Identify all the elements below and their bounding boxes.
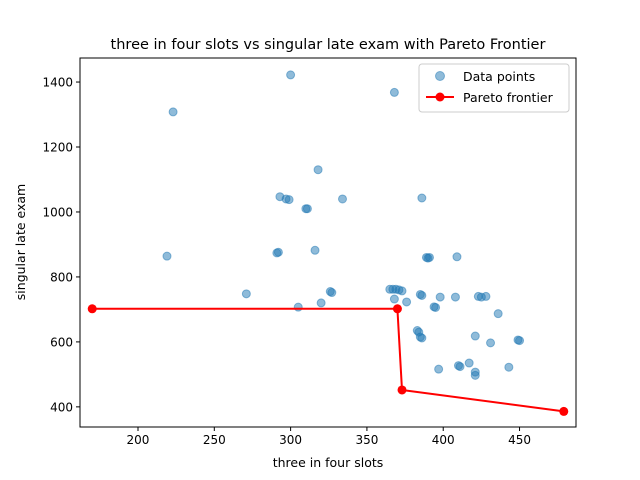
pareto-frontier-point [397, 385, 407, 395]
scatter-point [470, 370, 480, 380]
scatter-point [417, 290, 427, 300]
scatter-point [504, 362, 514, 372]
pareto-frontier-line [92, 307, 564, 413]
scatter-point [402, 297, 412, 307]
x-axis: 200 250 300 350 400 450 [127, 427, 531, 447]
scatter-point [431, 302, 441, 312]
y-tick-label: 1000 [42, 205, 73, 219]
pareto-frontier-point [87, 304, 97, 314]
scatter-point [417, 193, 427, 203]
scatter-point [168, 107, 178, 117]
scatter-point [435, 292, 445, 302]
scatter-point [286, 70, 296, 80]
y-tick-label: 1200 [42, 141, 73, 155]
x-tick-label: 250 [203, 433, 226, 447]
scatter-point [455, 362, 465, 372]
scatter-point [337, 194, 347, 204]
scatter-point [464, 358, 474, 368]
x-tick-label: 300 [279, 433, 302, 447]
x-tick-label: 400 [432, 433, 455, 447]
scatter-point [450, 292, 460, 302]
legend-box [418, 63, 570, 113]
scatter-point [310, 245, 320, 255]
scatter-point [327, 288, 337, 298]
plot-frame [79, 57, 577, 428]
scatter-point [316, 298, 326, 308]
x-tick-label: 200 [127, 433, 150, 447]
scatter-point [284, 195, 294, 205]
scatter-point [481, 291, 491, 301]
scatter-point [389, 87, 399, 97]
scatter-point [470, 331, 480, 341]
scatter-point [452, 252, 462, 262]
scatter-point [302, 204, 312, 214]
pareto-frontier-point [392, 304, 402, 314]
scatter-point [293, 302, 303, 312]
plot-area [87, 70, 569, 416]
scatter-point [241, 289, 251, 299]
y-axis-label: singular late exam [13, 184, 28, 300]
legend-marker-pareto-frontier [435, 92, 445, 102]
scatter-point [313, 165, 323, 175]
y-tick-label: 600 [50, 335, 73, 349]
pareto-frontier-point [559, 406, 569, 416]
scatter-point [493, 309, 503, 319]
legend-label-data-points: Data points [463, 69, 535, 84]
scatter-point [515, 336, 525, 346]
x-axis-label: three in four slots [273, 455, 384, 470]
y-axis: 400 600 800 1000 1200 1400 [42, 76, 80, 414]
y-tick-label: 400 [50, 400, 73, 414]
scatter-point [434, 364, 444, 374]
scatter-point [417, 333, 427, 343]
scatter-point [397, 286, 407, 296]
chart-title: three in four slots vs singular late exa… [111, 37, 546, 53]
legend-label-pareto-frontier: Pareto frontier [463, 90, 554, 105]
y-tick-label: 1400 [42, 76, 73, 90]
scatter-point [273, 247, 283, 257]
scatter-point [389, 294, 399, 304]
x-tick-label: 450 [508, 433, 531, 447]
scatter-point [424, 252, 434, 262]
x-tick-label: 350 [355, 433, 378, 447]
y-tick-label: 800 [50, 270, 73, 284]
scatter-point [162, 251, 172, 261]
legend-marker-data-points [435, 71, 445, 81]
legend: Data points Pareto frontier [418, 63, 570, 113]
scatter-point [486, 338, 496, 348]
